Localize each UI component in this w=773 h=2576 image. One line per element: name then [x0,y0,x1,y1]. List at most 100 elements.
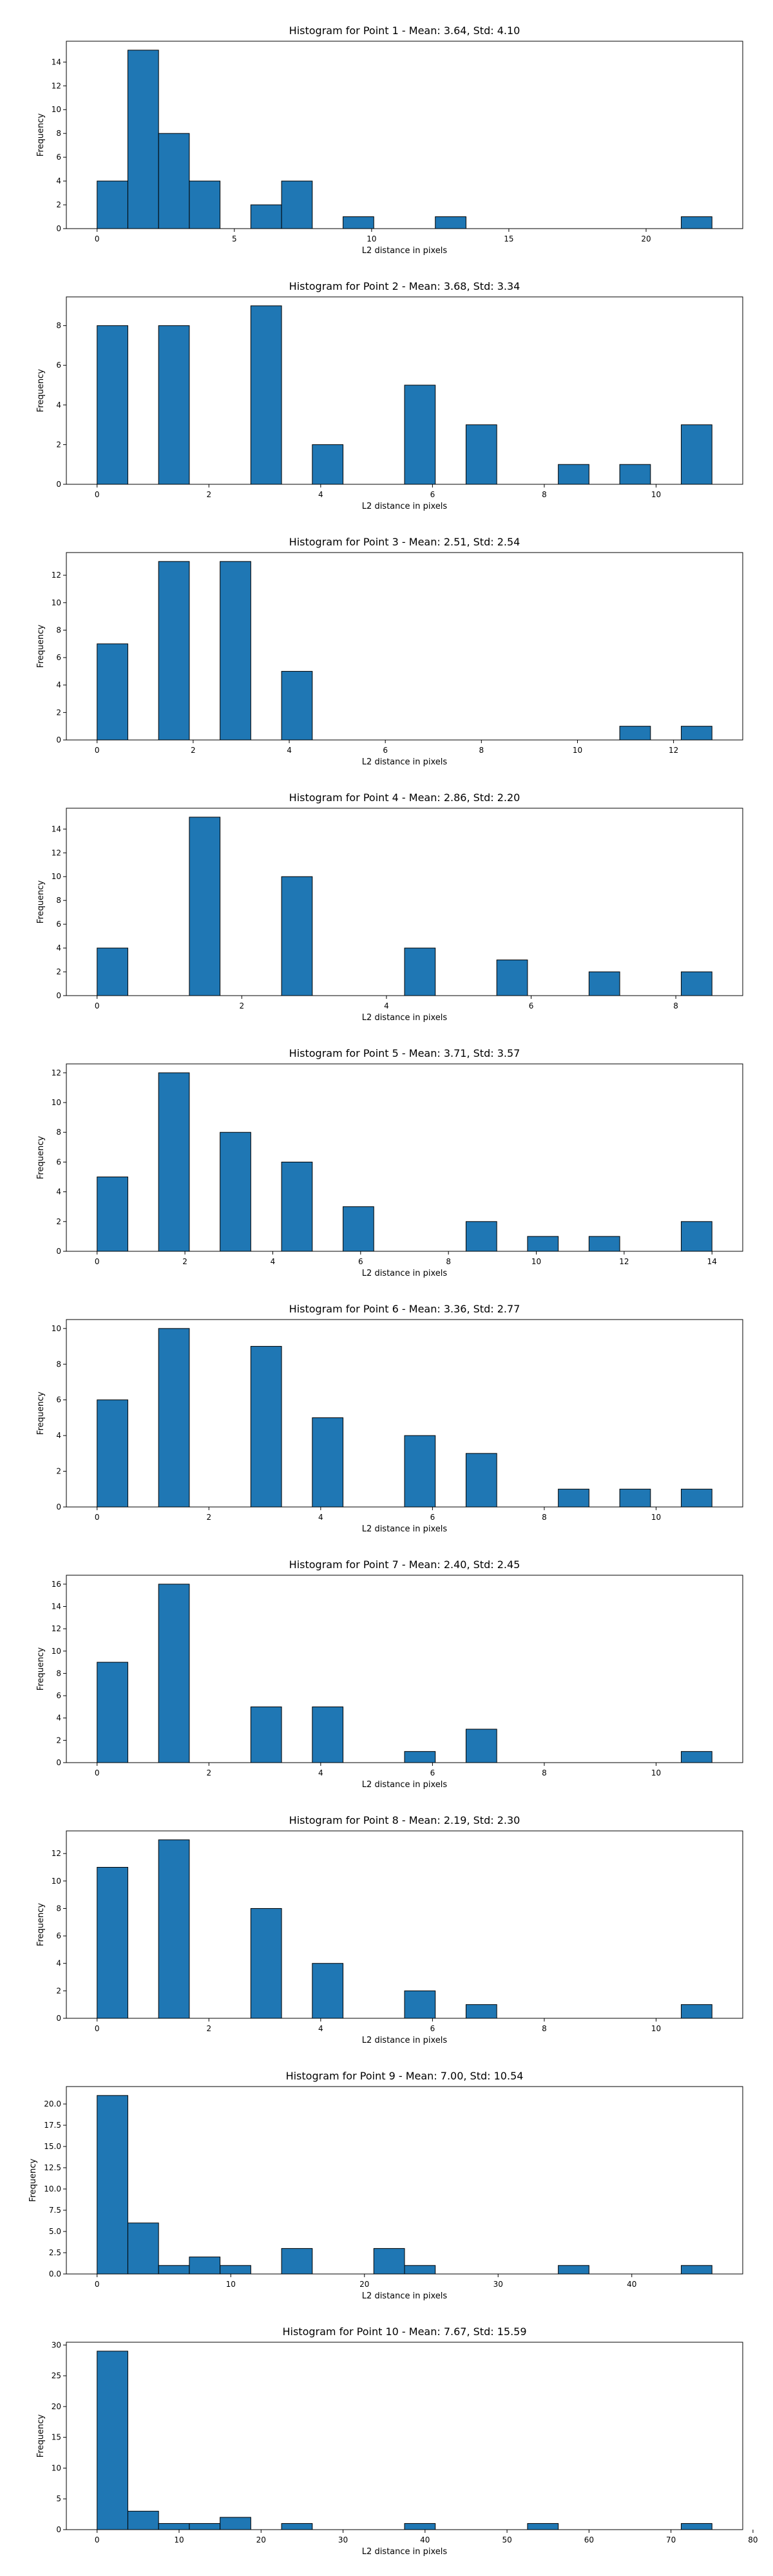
histogram-bar [681,2004,712,2019]
bars [97,1328,712,1508]
x-tick-label: 8 [542,1513,547,1522]
y-tick-label: 12 [52,571,61,580]
y-tick-label: 0 [56,735,61,744]
y-tick-label: 15 [52,2433,61,2442]
y-axis-label: Frequency [36,113,46,156]
y-tick-label: 12 [52,848,61,857]
histogram-panel-8: Histogram for Point 8 - Mean: 2.19, Std:… [36,1814,743,2045]
x-tick-label: 12 [669,746,678,755]
x-tick-label: 2 [206,2024,211,2033]
histogram-bar [465,2004,497,2019]
y-axis-label: Frequency [36,880,46,923]
y-tick-label: 8 [56,1904,61,1913]
histogram-bar [220,1132,251,1252]
histogram-bar [281,2248,313,2275]
y-tick-label: 12.5 [44,2163,61,2172]
x-tick-label: 5 [232,234,237,243]
y-tick-label: 4 [56,1188,61,1197]
histogram-bar [158,325,190,485]
histogram-bar [158,2523,190,2530]
chart-title: Histogram for Point 8 - Mean: 2.19, Std:… [289,1814,520,1826]
histogram-bar [127,2222,159,2275]
y-tick-label: 0.0 [49,2269,61,2278]
y-axis-label: Frequency [36,1647,46,1690]
histogram-bar [97,325,128,485]
y-tick-label: 4 [56,681,61,690]
y-tick-label: 20 [52,2402,61,2411]
x-tick-label: 12 [619,1257,629,1266]
histogram-bar [97,1399,128,1508]
x-tick-label: 2 [191,746,196,755]
x-axis-label: L2 distance in pixels [362,1269,448,1278]
histogram-panel-6: Histogram for Point 6 - Mean: 3.36, Std:… [36,1303,743,1534]
histogram-bar [373,2248,405,2275]
x-tick-label: 10 [226,2280,236,2289]
y-tick-label: 6 [56,1157,61,1166]
y-tick-label: 2 [56,708,61,717]
chart-title: Histogram for Point 6 - Mean: 3.36, Std:… [289,1303,520,1315]
x-tick-label: 0 [95,1768,100,1777]
x-axis-label: L2 distance in pixels [362,1524,448,1534]
y-tick-label: 10 [52,1647,61,1656]
x-tick-label: 10 [531,1257,541,1266]
y-tick-label: 7.5 [49,2206,61,2215]
x-axis-label: L2 distance in pixels [362,1013,448,1023]
y-tick-label: 12 [52,1068,61,1077]
x-tick-label: 10 [174,2535,184,2544]
y-tick-label: 6 [56,361,61,370]
histogram-bar [496,960,528,996]
x-tick-label: 6 [529,1001,534,1010]
histogram-bar [281,180,313,229]
x-tick-label: 20 [256,2535,266,2544]
histogram-bar [588,1236,620,1252]
y-tick-label: 8 [56,129,61,138]
histogram-bar [97,180,128,229]
x-tick-label: 4 [318,490,323,499]
y-tick-label: 2 [56,1217,61,1226]
y-tick-label: 0 [56,224,61,233]
histogram-bar [465,424,497,485]
chart-title: Histogram for Point 9 - Mean: 7.00, Std:… [286,2070,524,2082]
y-tick-label: 17.5 [44,2121,61,2130]
x-tick-label: 20 [359,2280,369,2289]
histogram-bar [681,2523,712,2530]
histogram-bar [97,1866,128,2019]
bars [97,1584,712,1763]
y-tick-label: 2 [56,200,61,209]
histogram-bar [404,2265,436,2275]
histogram-bar [681,1221,712,1252]
x-tick-label: 0 [95,1257,100,1266]
histogram-bar [97,1662,128,1763]
histogram-bar [220,2517,251,2530]
histogram-bar [527,1236,559,1252]
x-tick-label: 4 [271,1257,276,1266]
histogram-bar [189,2257,221,2275]
x-axis-label: L2 distance in pixels [362,757,448,767]
x-tick-label: 14 [707,1257,717,1266]
histogram-bar [250,305,282,485]
x-axis-label: L2 distance in pixels [362,2291,448,2301]
histogram-bar [681,2265,712,2275]
chart-title: Histogram for Point 2 - Mean: 3.68, Std:… [289,280,520,292]
y-tick-label: 0 [56,2014,61,2023]
histogram-bar [281,2523,313,2530]
histogram-bar [681,216,712,229]
histogram-bar [681,726,712,741]
histogram-bar [250,1908,282,2019]
y-tick-label: 12 [52,1624,61,1633]
bars [97,1839,712,2019]
y-tick-label: 8 [56,1128,61,1137]
x-tick-label: 10 [651,1513,661,1522]
histogram-bar [681,424,712,485]
histogram-panel-2: Histogram for Point 2 - Mean: 3.68, Std:… [36,280,743,511]
x-tick-label: 8 [446,1257,451,1266]
histogram-bar [619,1488,651,1508]
histogram-panel-9: Histogram for Point 9 - Mean: 7.00, Std:… [28,2070,743,2301]
histogram-bar [465,1728,497,1763]
y-tick-label: 5.0 [49,2227,61,2236]
chart-title: Histogram for Point 1 - Mean: 3.64, Std:… [289,24,520,37]
x-tick-label: 6 [430,2024,435,2033]
y-tick-label: 0 [56,991,61,1000]
histogram-bar [312,1963,344,2019]
